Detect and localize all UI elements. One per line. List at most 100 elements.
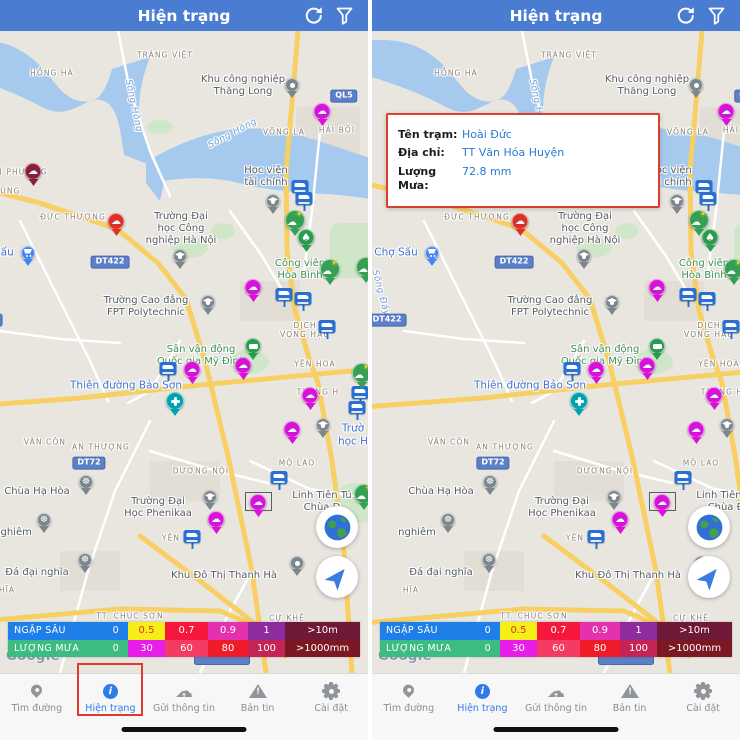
rain-station-marker-selected[interactable]: ☁ bbox=[244, 492, 272, 522]
legend-cell: >10m bbox=[285, 622, 360, 640]
refresh-icon[interactable] bbox=[303, 5, 324, 26]
place-marker[interactable] bbox=[285, 78, 299, 103]
school-marker[interactable] bbox=[316, 418, 330, 443]
rain-station-marker[interactable]: ☁ bbox=[648, 279, 666, 307]
rain-station-marker[interactable]: ☁ bbox=[611, 511, 629, 539]
weather-marker[interactable]: ☀☁ bbox=[354, 484, 368, 515]
rain-station-marker[interactable]: ☁ bbox=[705, 387, 723, 415]
tree-park-marker[interactable]: ♠ bbox=[297, 229, 315, 257]
school-marker[interactable] bbox=[670, 194, 684, 219]
weather-marker[interactable]: ☀☁ bbox=[352, 363, 368, 394]
tab-cloud[interactable]: ☁ ↑ Gửi thông tin bbox=[519, 674, 593, 740]
legend-cell: >10m bbox=[657, 622, 732, 640]
traffic-cam-marker[interactable] bbox=[722, 320, 740, 339]
filter-icon[interactable] bbox=[334, 5, 355, 26]
tab-info[interactable]: Hiện trạng bbox=[446, 674, 520, 740]
pagoda-marker[interactable]: ☸ bbox=[482, 553, 496, 578]
map-basemap bbox=[0, 31, 368, 673]
legend-cell: 0.5 bbox=[500, 622, 537, 640]
my-location-button[interactable] bbox=[316, 556, 358, 598]
amusement-park-marker[interactable] bbox=[570, 392, 588, 421]
phone-screen-right: Hiện trạng bbox=[372, 0, 740, 740]
tab-info[interactable]: Hiện trạng bbox=[74, 674, 148, 740]
map-label: Trường Cao đẳng FPT Polytechnic bbox=[103, 295, 189, 318]
weather-marker[interactable]: ☀☁ bbox=[320, 259, 340, 290]
tab-pin[interactable]: Tìm đường bbox=[372, 674, 446, 740]
place-marker[interactable] bbox=[689, 78, 703, 103]
tab-warning[interactable]: ! Bản tin bbox=[221, 674, 295, 740]
rain-station-marker[interactable]: ☁ bbox=[234, 357, 252, 385]
school-marker[interactable] bbox=[266, 194, 280, 219]
rain-station-marker[interactable]: ☁ bbox=[207, 511, 225, 539]
rain-station-marker[interactable]: ☁ bbox=[313, 103, 331, 131]
traffic-cam-marker[interactable] bbox=[674, 471, 692, 490]
traffic-cam-marker[interactable] bbox=[295, 192, 313, 211]
traffic-cam-marker[interactable] bbox=[348, 401, 366, 420]
rain-station-marker[interactable]: ☁ bbox=[717, 103, 735, 131]
tab-gear[interactable]: Cài đặt bbox=[666, 674, 740, 740]
road-badge: DT72 bbox=[476, 456, 510, 470]
traffic-cam-marker[interactable] bbox=[563, 362, 581, 381]
school-marker[interactable] bbox=[173, 249, 187, 274]
map-layers-globe-button[interactable] bbox=[688, 506, 730, 548]
weather-marker[interactable]: ☀☁ bbox=[285, 210, 305, 241]
my-location-button[interactable] bbox=[688, 556, 730, 598]
weather-marker[interactable]: ☀☁ bbox=[689, 210, 709, 241]
filter-icon[interactable] bbox=[706, 5, 727, 26]
market-marker[interactable] bbox=[425, 246, 439, 271]
school-marker[interactable] bbox=[201, 295, 215, 320]
school-marker[interactable] bbox=[607, 490, 621, 515]
traffic-cam-marker[interactable] bbox=[275, 288, 293, 307]
pagoda-marker[interactable]: ☸ bbox=[79, 475, 93, 500]
tree-park-marker[interactable]: ♠ bbox=[701, 229, 719, 257]
school-marker[interactable] bbox=[720, 418, 734, 443]
refresh-icon[interactable] bbox=[675, 5, 696, 26]
school-marker[interactable] bbox=[203, 490, 217, 515]
tab-pin[interactable]: Tìm đường bbox=[0, 674, 74, 740]
pagoda-marker[interactable]: ☸ bbox=[37, 513, 51, 538]
traffic-cam-marker[interactable] bbox=[587, 530, 605, 549]
traffic-cam-marker[interactable] bbox=[679, 288, 697, 307]
map-layers-globe-button[interactable] bbox=[316, 506, 358, 548]
weather-marker[interactable]: ☀☁ bbox=[724, 259, 740, 290]
amusement-park-marker[interactable] bbox=[166, 392, 184, 421]
pagoda-marker[interactable]: ☸ bbox=[78, 553, 92, 578]
traffic-cam-marker[interactable] bbox=[698, 292, 716, 311]
rain-station-marker[interactable]: ☁ bbox=[183, 361, 201, 389]
school-marker[interactable] bbox=[577, 249, 591, 274]
school-marker[interactable] bbox=[605, 295, 619, 320]
hotel-marker[interactable] bbox=[245, 338, 261, 365]
rain-station-marker[interactable]: ☁ bbox=[24, 163, 42, 191]
traffic-cam-marker[interactable] bbox=[294, 292, 312, 311]
place-marker[interactable] bbox=[290, 556, 304, 581]
tab-gear[interactable]: Cài đặt bbox=[294, 674, 368, 740]
rain-station-marker[interactable]: ☁ bbox=[638, 357, 656, 385]
home-indicator bbox=[493, 727, 619, 732]
weather-marker[interactable]: ☀☁ bbox=[356, 257, 368, 288]
legend-row: NGẬP SÂU 0 0.5 0.7 0.9 1 >10m bbox=[380, 622, 732, 640]
tab-warning[interactable]: ! Bản tin bbox=[593, 674, 667, 740]
traffic-cam-marker[interactable] bbox=[159, 362, 177, 381]
pagoda-marker[interactable]: ☸ bbox=[483, 475, 497, 500]
rain-station-marker[interactable]: ☁ bbox=[283, 421, 301, 449]
rain-station-marker[interactable]: ☁ bbox=[687, 421, 705, 449]
traffic-cam-marker[interactable] bbox=[699, 192, 717, 211]
market-marker[interactable] bbox=[21, 246, 35, 271]
rain-station-marker[interactable]: ☁ bbox=[244, 279, 262, 307]
rain-station-marker[interactable]: ☁ bbox=[511, 213, 529, 241]
rain-station-marker[interactable]: ☁ bbox=[301, 387, 319, 415]
traffic-cam-marker[interactable] bbox=[318, 320, 336, 339]
rain-station-marker-selected[interactable]: ☁ bbox=[648, 492, 676, 522]
traffic-cam-marker[interactable] bbox=[270, 471, 288, 490]
map-label: Học viện tài chính bbox=[244, 165, 288, 188]
rain-station-marker[interactable]: ☁ bbox=[107, 213, 125, 241]
tab-cloud[interactable]: ☁ ↑ Gửi thông tin bbox=[147, 674, 221, 740]
pagoda-marker[interactable]: ☸ bbox=[441, 513, 455, 538]
hotel-marker[interactable] bbox=[649, 338, 665, 365]
rain-station-marker[interactable]: ☁ bbox=[587, 361, 605, 389]
station-address-value: TT Văn Hóa Huyện bbox=[462, 146, 565, 160]
traffic-cam-marker[interactable] bbox=[183, 530, 201, 549]
